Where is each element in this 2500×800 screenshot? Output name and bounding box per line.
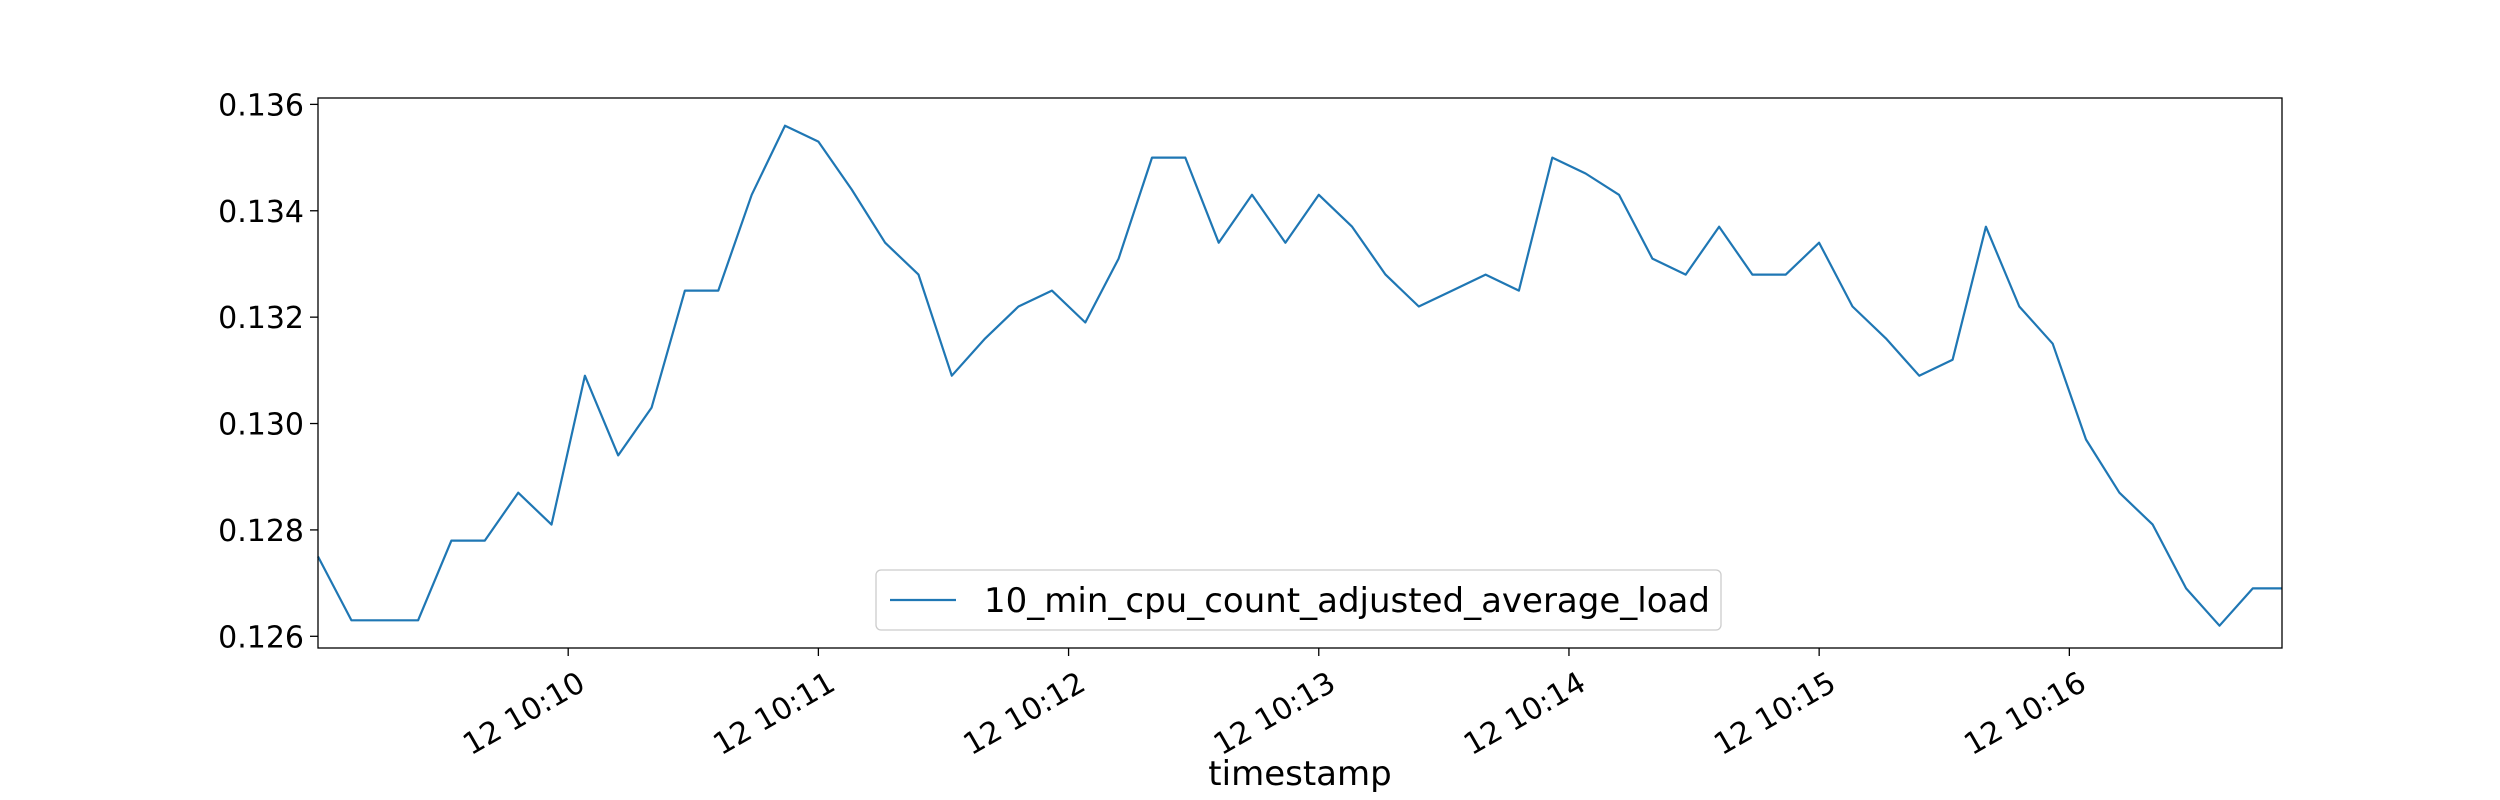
y-tick-label: 0.128 [218,514,304,549]
series-line [317,124,2282,627]
plot-frame [317,97,2283,649]
y-tick-label: 0.134 [218,195,304,230]
axes: 0.126 0.128 0.130 0.132 0.134 0.136 12 10:10 12… [218,88,2283,763]
legend-box [875,569,1722,631]
y-tick-label: 0.136 [218,88,304,123]
x-tick-label: 12 10:15 [1708,665,1842,762]
x-tick-label: 12 10:16 [1958,665,2092,762]
x-tick-label: 12 10:14 [1458,665,1592,762]
x-tick-label: 12 10:10 [457,665,591,762]
y-tick-label: 0.126 [218,620,304,655]
plot-area [317,124,2282,627]
x-tick-label: 12 10:11 [707,665,841,762]
legend-label: 10_min_cpu_count_adjusted_average_load [984,581,1710,621]
legend: 10_min_cpu_count_adjusted_average_load [875,569,1722,631]
y-tick-label: 0.130 [218,408,304,443]
x-tick-label: 12 10:13 [1208,665,1342,762]
x-tick-label: 12 10:12 [958,665,1092,762]
y-tick-label: 0.132 [218,301,304,336]
x-axis-title: timestamp [1208,754,1391,794]
